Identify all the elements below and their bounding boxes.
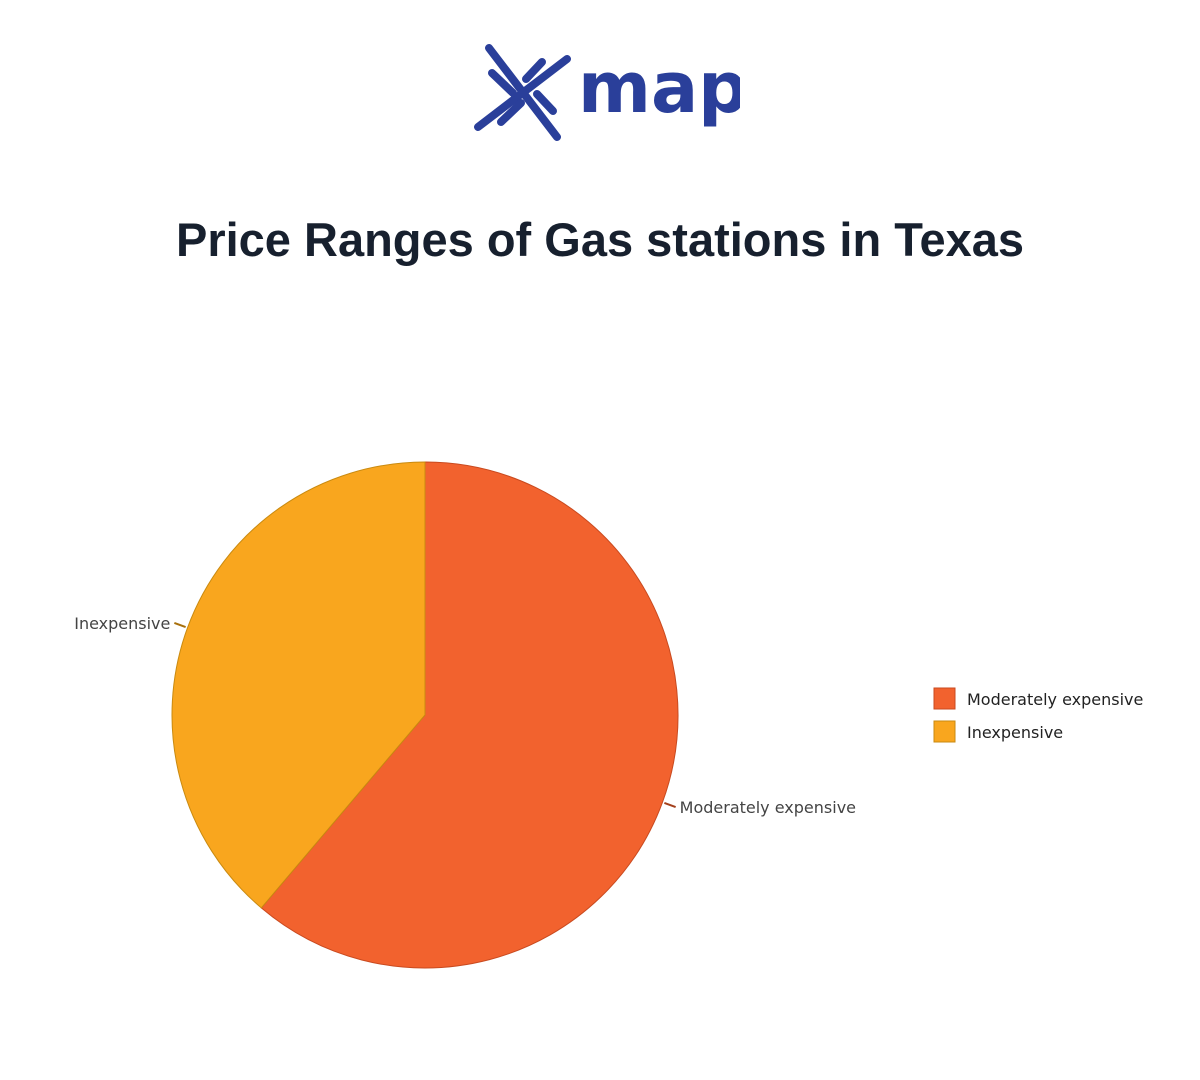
chart-title: Price Ranges of Gas stations in Texas — [175, 213, 1025, 266]
legend-label-inexpensive[interactable]: Inexpensive — [967, 723, 1063, 742]
legend-swatch-inexpensive[interactable] — [933, 720, 956, 743]
xmap-logo: map — [474, 44, 740, 141]
legend: Moderately expensive Inexpensive — [933, 687, 1143, 743]
logo-text: map — [578, 47, 740, 129]
slice-label-leader — [174, 622, 186, 629]
pie-slice-moderately-expensive[interactable] — [260, 461, 679, 969]
slice-label-moderately-expensive: Moderately expensive — [680, 798, 856, 817]
legend-swatch-moderately-expensive[interactable] — [933, 687, 956, 710]
legend-label-moderately-expensive[interactable]: Moderately expensive — [967, 690, 1143, 709]
slice-label-inexpensive: Inexpensive — [74, 614, 170, 633]
slice-label-leader — [664, 801, 676, 808]
pie-slice-inexpensive[interactable] — [171, 461, 426, 909]
